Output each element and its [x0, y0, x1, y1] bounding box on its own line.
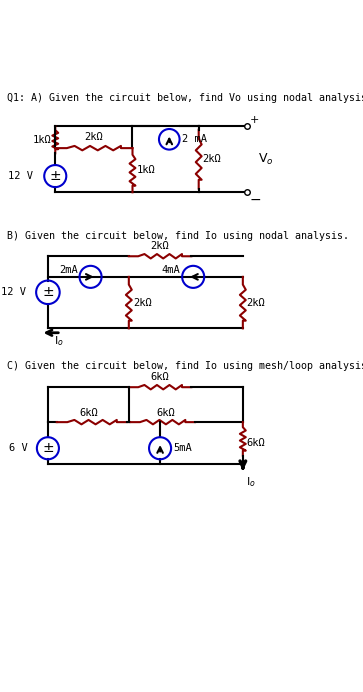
Text: 1kΩ: 1kΩ: [137, 165, 156, 175]
Text: 6kΩ: 6kΩ: [156, 408, 175, 418]
Text: ±: ±: [42, 441, 54, 455]
Text: 2kΩ: 2kΩ: [246, 298, 265, 308]
Text: 6 V: 6 V: [9, 444, 27, 453]
Text: 2mA: 2mA: [59, 264, 78, 275]
Text: ±: ±: [42, 285, 54, 300]
Text: 1kΩ: 1kΩ: [33, 135, 52, 145]
Text: 6kΩ: 6kΩ: [79, 408, 98, 418]
Text: 6kΩ: 6kΩ: [151, 372, 170, 382]
Text: 6kΩ: 6kΩ: [246, 438, 265, 448]
Text: C) Given the circuit below, find Io using mesh/loop analysis.: C) Given the circuit below, find Io usin…: [8, 361, 363, 372]
Text: I$_o$: I$_o$: [246, 475, 256, 489]
Text: V$_o$: V$_o$: [258, 152, 274, 167]
Text: −: −: [249, 193, 261, 207]
Text: I$_o$: I$_o$: [54, 334, 64, 348]
Text: 2kΩ: 2kΩ: [203, 154, 221, 164]
Text: 2kΩ: 2kΩ: [133, 298, 152, 308]
Text: B) Given the circuit below, find Io using nodal analysis.: B) Given the circuit below, find Io usin…: [8, 231, 350, 242]
Text: ±: ±: [49, 169, 61, 183]
Text: 12 V: 12 V: [1, 287, 26, 298]
Text: 2 mA: 2 mA: [182, 134, 207, 145]
Text: 2kΩ: 2kΩ: [151, 241, 170, 251]
Text: 4mA: 4mA: [162, 264, 181, 275]
Text: 5mA: 5mA: [173, 444, 192, 453]
Text: +: +: [249, 116, 259, 125]
Text: Q1: A) Given the circuit below, find Vo using nodal analysis.: Q1: A) Given the circuit below, find Vo …: [8, 93, 363, 103]
Text: 12 V: 12 V: [8, 171, 33, 181]
Text: 2kΩ: 2kΩ: [85, 132, 103, 143]
